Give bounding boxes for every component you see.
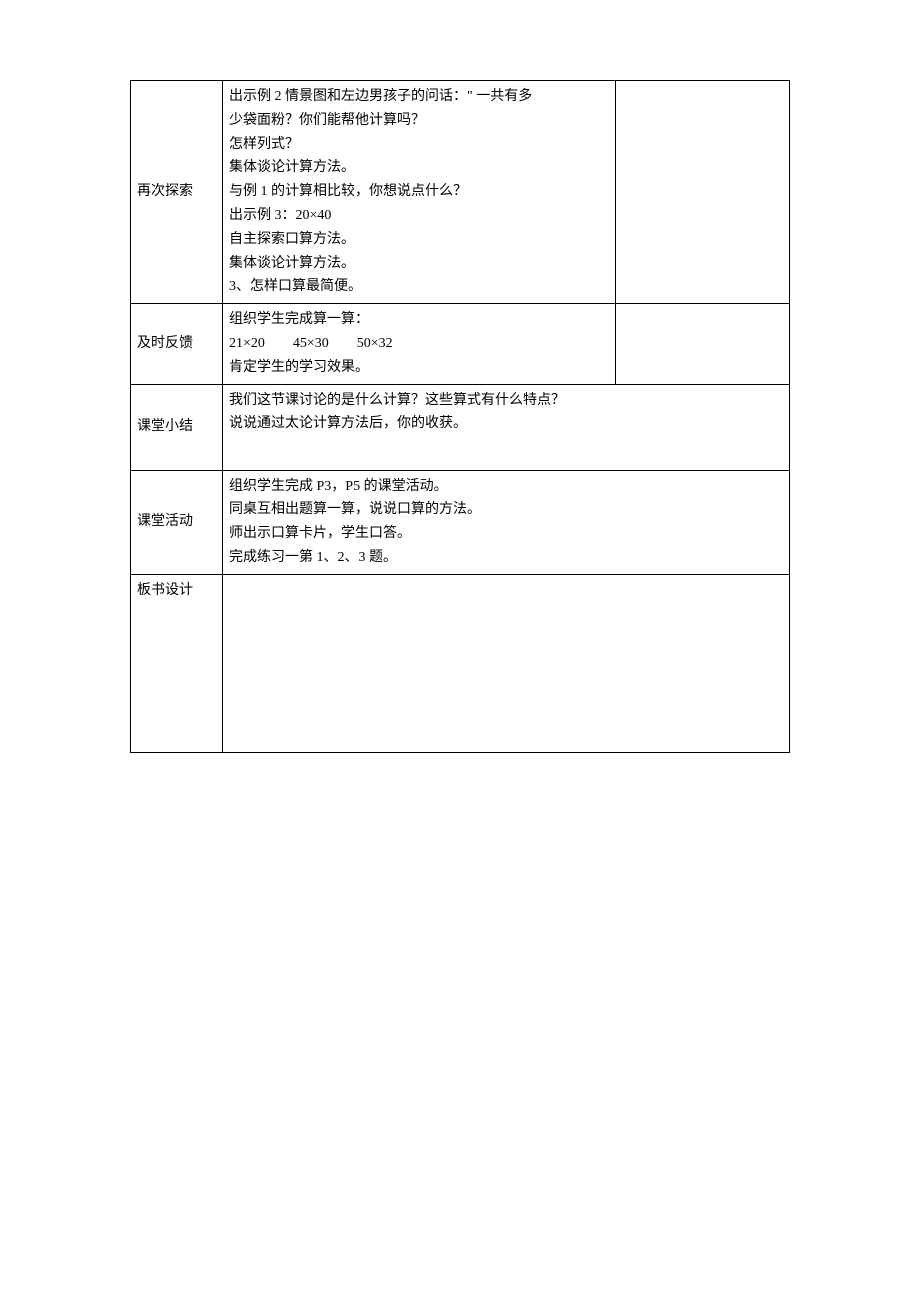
table-row-exploration: 再次探索 出示例 2 情景图和左边男孩子的问话：" 一共有多 少袋面粉？你们能帮… <box>131 81 790 304</box>
row-content: 出示例 2 情景图和左边男孩子的问话：" 一共有多 少袋面粉？你们能帮他计算吗？… <box>223 81 616 304</box>
row-full-content <box>223 574 790 752</box>
table-row-activity: 课堂活动 组织学生完成 P3，P5 的课堂活动。 同桌互相出题算一算，说说口算的… <box>131 470 790 574</box>
row-label: 课堂活动 <box>131 470 223 574</box>
row-label: 板书设计 <box>131 574 223 752</box>
row-full-content: 我们这节课讨论的是什么计算？这些算式有什么特点？ 说说通过太论计算方法后，你的收… <box>223 384 790 470</box>
row-label: 课堂小结 <box>131 384 223 470</box>
row-label: 及时反馈 <box>131 304 223 384</box>
table-row-board-design: 板书设计 <box>131 574 790 752</box>
table-row-summary: 课堂小结 我们这节课讨论的是什么计算？这些算式有什么特点？ 说说通过太论计算方法… <box>131 384 790 470</box>
row-right <box>616 304 790 384</box>
row-right <box>616 81 790 304</box>
table-row-feedback: 及时反馈 组织学生完成算一算： 21×20 45×30 50×32 肯定学生的学… <box>131 304 790 384</box>
lesson-plan-table: 再次探索 出示例 2 情景图和左边男孩子的问话：" 一共有多 少袋面粉？你们能帮… <box>130 80 790 753</box>
row-full-content: 组织学生完成 P3，P5 的课堂活动。 同桌互相出题算一算，说说口算的方法。 师… <box>223 470 790 574</box>
row-content: 组织学生完成算一算： 21×20 45×30 50×32 肯定学生的学习效果。 <box>223 304 616 384</box>
row-label: 再次探索 <box>131 81 223 304</box>
